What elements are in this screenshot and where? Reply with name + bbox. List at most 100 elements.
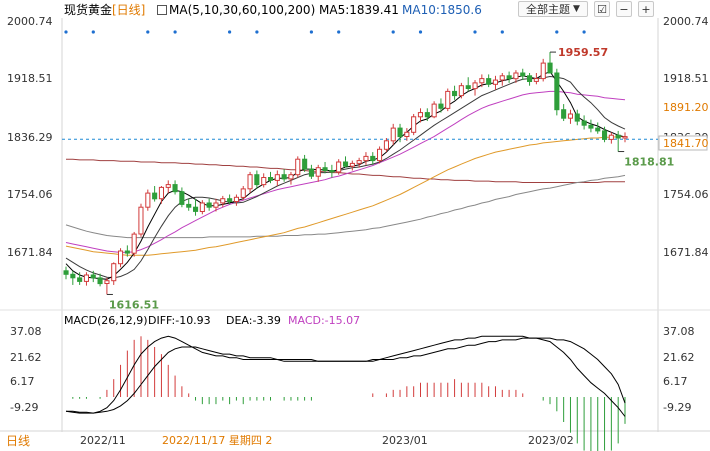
zoom-in-button[interactable]: + — [638, 1, 654, 17]
candle-body — [186, 203, 192, 208]
candle-body — [499, 75, 505, 81]
candle-body — [486, 78, 492, 85]
event-dot — [146, 30, 150, 34]
macd-lines — [65, 335, 626, 417]
candle-body — [615, 134, 621, 139]
event-markers — [64, 30, 586, 34]
candle-body — [261, 177, 267, 186]
candle-body — [302, 158, 308, 170]
macd-settings-label[interactable]: MACD(26,12,9) — [64, 314, 148, 327]
theme-dropdown-button[interactable]: 全部主题 ▼ — [518, 1, 588, 17]
candle-body — [547, 62, 553, 74]
candle-body — [118, 250, 124, 265]
candle-body — [322, 167, 328, 171]
candle-body — [417, 112, 423, 118]
price-tick-left-0: 2000.74 — [7, 15, 53, 28]
price-tick-right-3: 1671.84 — [663, 246, 709, 259]
plus-icon: + — [641, 2, 651, 16]
ma-line-ma5 — [65, 70, 626, 280]
candle-body — [397, 127, 403, 138]
candle-body — [288, 174, 294, 180]
macd-dea-value: DEA:-3.39 — [226, 314, 281, 327]
candle-body — [199, 202, 205, 212]
checkbox-icon: ☑ — [597, 2, 607, 16]
high-price-annotation: 1959.57 — [558, 46, 608, 59]
candle-body — [383, 140, 389, 150]
candle-body — [220, 198, 226, 204]
minus-icon: − — [619, 2, 629, 16]
candle-body — [574, 113, 580, 122]
candle-body — [540, 62, 546, 80]
candle-body — [172, 184, 178, 193]
ma-line-ma10 — [65, 75, 626, 279]
chevron-down-icon: ▼ — [573, 4, 580, 14]
zoom-out-button[interactable]: − — [616, 1, 632, 17]
candle-body — [602, 130, 608, 140]
event-dot — [555, 30, 559, 34]
macd-tick-left-2: 6.17 — [10, 375, 35, 388]
macd-tick-right-0: 37.08 — [663, 325, 695, 338]
candle-body — [458, 85, 464, 97]
ma10-value: MA10:1850.6 — [402, 3, 482, 17]
period-label[interactable]: [日线] — [112, 3, 146, 17]
macd-diff-value: DIFF:-10.93 — [148, 314, 211, 327]
ma-line-ma30 — [65, 90, 626, 253]
candle-body — [472, 82, 478, 90]
price-tick-left-2: 1836.29 — [7, 131, 53, 144]
candle-body — [254, 174, 260, 186]
candle-body — [83, 274, 90, 282]
candle-body — [581, 120, 587, 126]
candle-body — [336, 161, 342, 173]
candle-body — [370, 155, 376, 162]
date-label-feb: 2023/02 — [528, 434, 574, 447]
candle-body — [131, 233, 137, 254]
candle-body — [138, 206, 144, 235]
ma-settings-label[interactable]: MA(5,10,30,60,100,200) — [169, 3, 316, 17]
candle-body — [124, 250, 130, 254]
candle-body — [554, 72, 560, 111]
candle-body — [152, 192, 158, 200]
instrument-title[interactable]: 现货黄金 — [64, 3, 113, 17]
candle-body — [63, 270, 69, 275]
event-dot — [173, 30, 177, 34]
ma-line-ma60 — [65, 136, 625, 256]
candle-body — [165, 184, 171, 188]
ma5-value: MA5:1839.41 — [319, 3, 399, 17]
price-tick-left-3: 1754.06 — [7, 188, 53, 201]
candle-body — [404, 131, 410, 138]
event-dot — [418, 30, 423, 34]
event-dot — [391, 30, 395, 34]
period-tab[interactable]: 日线 — [6, 434, 30, 448]
candle-body — [179, 191, 185, 205]
candle-body — [390, 127, 396, 142]
candle-body — [70, 273, 76, 279]
candle-body — [240, 188, 246, 198]
candle-body — [97, 277, 103, 285]
chart-header: 现货黄金 [日线] MA(5,10,30,60,100,200) MA5:183… — [0, 0, 710, 20]
candle-body — [227, 198, 233, 202]
candle-body — [268, 177, 274, 181]
candle-body — [513, 72, 519, 80]
macd-tick-right-2: 6.17 — [663, 375, 688, 388]
ma-line-ma200 — [66, 158, 625, 183]
event-dot — [337, 30, 341, 34]
date-label-jan: 2023/01 — [382, 434, 428, 447]
candle-body — [111, 263, 117, 282]
cursor-date-label: 2022/11/17 星期四 2 — [162, 434, 272, 447]
candle-body — [77, 277, 83, 282]
candle-body — [506, 75, 512, 80]
candle-body — [411, 116, 417, 133]
event-dot — [309, 30, 313, 34]
candle-body — [233, 196, 239, 203]
macd-tick-left-0: 37.08 — [10, 325, 42, 338]
candle-body — [356, 160, 362, 164]
current-price-tag-box — [658, 135, 708, 151]
event-dot — [500, 30, 504, 34]
event-dot — [582, 30, 586, 34]
candle-body — [588, 124, 594, 129]
event-dot — [64, 30, 68, 34]
checkbox-button[interactable]: ☑ — [594, 1, 610, 17]
ma-toggle-icon[interactable] — [157, 5, 167, 15]
candle-body — [608, 134, 614, 140]
